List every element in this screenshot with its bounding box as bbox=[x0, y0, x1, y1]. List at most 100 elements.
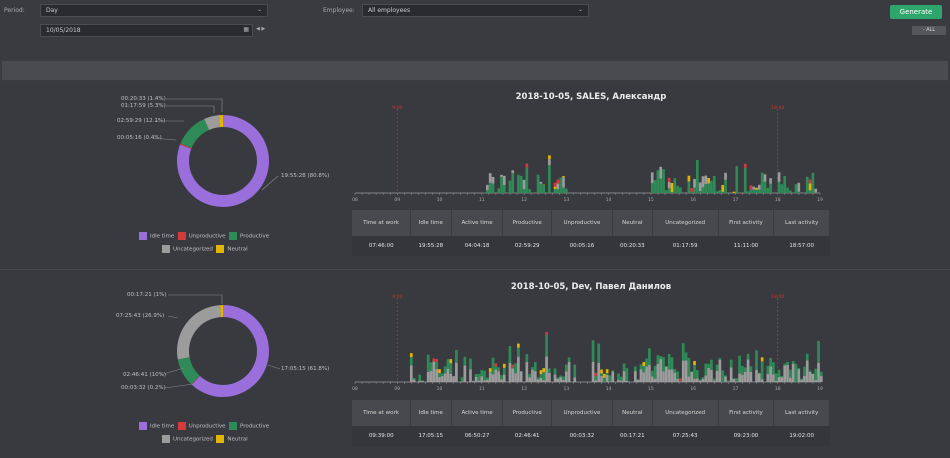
activity-bar-segment bbox=[597, 362, 601, 382]
prev-next-arrows-icon[interactable]: ◀ ▶ bbox=[256, 26, 266, 32]
activity-bar-segment bbox=[789, 377, 792, 382]
activity-bar-segment bbox=[617, 379, 620, 382]
activity-bar-segment bbox=[508, 180, 512, 193]
activity-bar-segment bbox=[491, 357, 495, 375]
legend-swatch-unproductive bbox=[177, 422, 186, 430]
table-row: 07:46:00 19:55:28 04:04:18 02:59:29 00:0… bbox=[352, 236, 830, 256]
activity-bar-segment bbox=[460, 377, 464, 382]
activity-bar-segment bbox=[553, 188, 557, 193]
activity-bar-segment bbox=[528, 377, 531, 382]
donut-slice-idle-time bbox=[177, 115, 269, 207]
activity-bar-segment bbox=[681, 360, 685, 382]
period-select[interactable]: Day ⌄ bbox=[40, 4, 268, 17]
callout-unproductive: 00:05:16 (0.4%) bbox=[117, 135, 162, 141]
activity-bar-segment bbox=[619, 376, 623, 381]
chart-legend: Idle time Unproductive Productive bbox=[139, 422, 269, 430]
activity-bar-segment bbox=[645, 366, 648, 382]
generate-button[interactable]: Generate bbox=[890, 5, 942, 19]
activity-bar-segment bbox=[707, 178, 710, 184]
activity-bar-segment bbox=[808, 371, 812, 382]
activity-bar-segment bbox=[539, 377, 543, 382]
activity-bar-segment bbox=[707, 183, 710, 193]
all-button[interactable]: - ALL bbox=[912, 26, 946, 35]
activity-bar-segment bbox=[542, 185, 546, 193]
x-tick-label: 11 bbox=[479, 386, 485, 392]
activity-bar-segment bbox=[676, 378, 679, 382]
x-tick-label: 10 bbox=[437, 197, 443, 203]
activity-bar-segment bbox=[497, 188, 500, 193]
activity-bar-segment bbox=[727, 380, 730, 382]
activity-bar-segment bbox=[659, 166, 663, 179]
activity-bar-segment bbox=[667, 177, 671, 182]
activity-bar-segment bbox=[687, 175, 691, 182]
activity-bar-segment bbox=[412, 378, 416, 380]
activity-bar-segment bbox=[732, 191, 736, 193]
activity-bar-segment bbox=[808, 183, 812, 191]
activity-bar-segment bbox=[704, 175, 708, 185]
report-title: 2018-10-05, Dev, Павел Данилов bbox=[510, 282, 672, 292]
activity-bar-segment bbox=[409, 365, 413, 382]
activity-bar-segment bbox=[562, 176, 565, 178]
activity-bar-segment bbox=[559, 177, 562, 193]
x-tick-label: 13 bbox=[563, 197, 569, 203]
activity-bar-segment bbox=[622, 371, 626, 382]
activity-bar-segment bbox=[562, 379, 565, 382]
chart-legend: Idle time Unproductive Productive bbox=[139, 232, 269, 240]
activity-bar-segment bbox=[732, 378, 736, 379]
activity-bar-segment bbox=[594, 375, 598, 381]
activity-bar-segment bbox=[670, 357, 674, 370]
x-tick-label: 11 bbox=[479, 197, 485, 203]
activity-bar-segment bbox=[511, 172, 515, 193]
activity-bar-segment bbox=[435, 361, 438, 370]
x-tick-label: 08 bbox=[352, 197, 358, 203]
legend-idle: Idle time bbox=[150, 233, 175, 240]
activity-bar-segment bbox=[536, 174, 540, 193]
activity-bar-segment bbox=[698, 380, 702, 382]
activity-bar-segment bbox=[777, 181, 781, 193]
activity-bar-segment bbox=[648, 364, 651, 382]
col-header: Uncategorized bbox=[652, 210, 719, 236]
activity-bar-segment bbox=[409, 357, 413, 366]
employee-select[interactable]: All employees ⌄ bbox=[362, 4, 589, 17]
activity-bar-segment bbox=[517, 343, 520, 348]
activity-bar-segment bbox=[774, 373, 778, 381]
activity-bar-segment bbox=[679, 381, 682, 382]
date-input[interactable]: 10/05/2018 ▦ bbox=[40, 24, 253, 37]
table-cell: 19:55:28 bbox=[410, 236, 452, 256]
col-header: Productive bbox=[502, 400, 552, 426]
marker-label: 18:00 bbox=[771, 294, 784, 300]
activity-bar-segment bbox=[679, 187, 682, 193]
activity-bar-segment bbox=[656, 170, 660, 193]
x-tick-label: 19 bbox=[817, 197, 823, 203]
table-cell: 00:20:33 bbox=[612, 236, 653, 256]
x-tick-label: 09 bbox=[394, 386, 400, 392]
activity-bar-segment bbox=[755, 350, 758, 370]
activity-bar-segment bbox=[712, 175, 716, 193]
activity-bar-segment bbox=[780, 375, 784, 378]
calendar-icon[interactable]: ▦ bbox=[243, 26, 249, 33]
col-header: Last activity bbox=[773, 210, 830, 236]
x-tick-label: 14 bbox=[606, 386, 612, 392]
x-tick-label: 17 bbox=[733, 386, 739, 392]
activity-bar-segment bbox=[698, 379, 702, 381]
activity-bar-segment bbox=[542, 184, 546, 186]
activity-bar-segment bbox=[634, 371, 637, 382]
activity-bar-segment bbox=[634, 366, 637, 372]
callout-neutral: 00:17:21 (1%) bbox=[127, 292, 167, 298]
activity-bar-segment bbox=[808, 190, 812, 193]
activity-bar-segment bbox=[749, 371, 753, 382]
activity-bar-segment bbox=[514, 363, 517, 374]
x-tick-label: 17 bbox=[733, 197, 739, 203]
col-header: Idle time bbox=[410, 210, 452, 236]
section-divider bbox=[0, 269, 950, 270]
activity-bar-segment bbox=[687, 181, 691, 193]
legend-uncategorized: Uncategorized bbox=[173, 436, 213, 443]
activity-bar-segment bbox=[783, 363, 787, 366]
callout-idle: 19:55:28 (80.8%) bbox=[281, 173, 330, 179]
activity-bar-segment bbox=[531, 369, 534, 382]
activity-bar-segment bbox=[556, 179, 560, 184]
activity-bar-segment bbox=[556, 377, 560, 379]
activity-bar-segment bbox=[676, 185, 679, 193]
legend-productive: Productive bbox=[240, 233, 270, 240]
x-tick-label: 08 bbox=[352, 386, 358, 392]
